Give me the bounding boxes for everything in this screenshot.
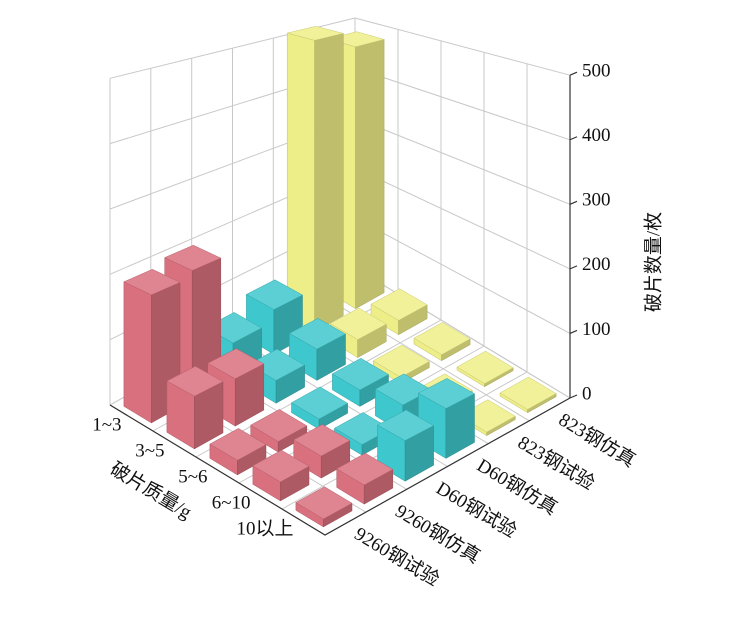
bar-left-face [123,281,152,424]
bar-top-face [209,428,267,461]
z-tick-label: 0 [582,383,592,404]
bar [295,486,353,528]
z-axis-title: 破片数量/枚 [642,212,664,312]
z-tick [569,329,578,334]
bar-top-face [370,288,428,321]
bar-left-face [286,32,315,333]
bar [331,358,390,407]
bar-top-face [376,409,435,441]
bar [252,449,310,502]
bar-top-face [250,409,308,442]
bar-top-face [288,318,347,350]
bar [286,26,344,333]
bar-top-face [247,348,306,381]
floor-edge [109,397,571,536]
bars [123,26,557,528]
bar [336,452,394,505]
bar [499,376,557,414]
x-tick-label: 3~5 [135,440,164,461]
z-tick-label: 200 [582,254,611,275]
x-tick-label: 1~3 [92,414,121,435]
bar-right-face [314,33,344,333]
bar-top-face [287,26,344,41]
bar-top-face [290,386,349,420]
z-tick-label: 400 [582,125,611,146]
bar-top-face [245,279,304,310]
x-tick-label: 5~6 [178,466,207,487]
bar [413,322,471,362]
bar-top-face [499,376,557,410]
bar-right-face [355,39,385,310]
bar-top-face [295,486,353,520]
bar-top-face [207,348,265,379]
bar-top-face [417,378,476,409]
bar [166,366,224,450]
bar-top-face [331,358,390,391]
z-tick-label: 500 [582,61,611,82]
z-tick-label: 300 [582,190,611,211]
bar-top-face [123,269,181,296]
x-tick-label: 6~10 [212,492,251,513]
bar [250,409,308,453]
bar-top-face [336,452,394,486]
bar-top-face [293,424,351,457]
z-tick [569,394,578,399]
bar-top-face [166,366,224,397]
bar [370,288,428,336]
bar [456,350,514,388]
z-tick-label: 100 [582,319,611,340]
bar-top-face [252,449,310,483]
bar-top-face [456,350,514,384]
bar [290,386,349,430]
bar-top-face [329,307,387,340]
bar [288,318,347,381]
bar [123,269,181,424]
bar-top-face [164,244,222,271]
z-tick [569,136,578,141]
bar [209,428,267,476]
z-tick [569,71,578,76]
z-tick [569,265,578,270]
bar-top-face [413,322,471,355]
bar-top-face [372,344,430,378]
z-tick [569,200,578,205]
x-tick-label: 10以上 [236,517,293,539]
